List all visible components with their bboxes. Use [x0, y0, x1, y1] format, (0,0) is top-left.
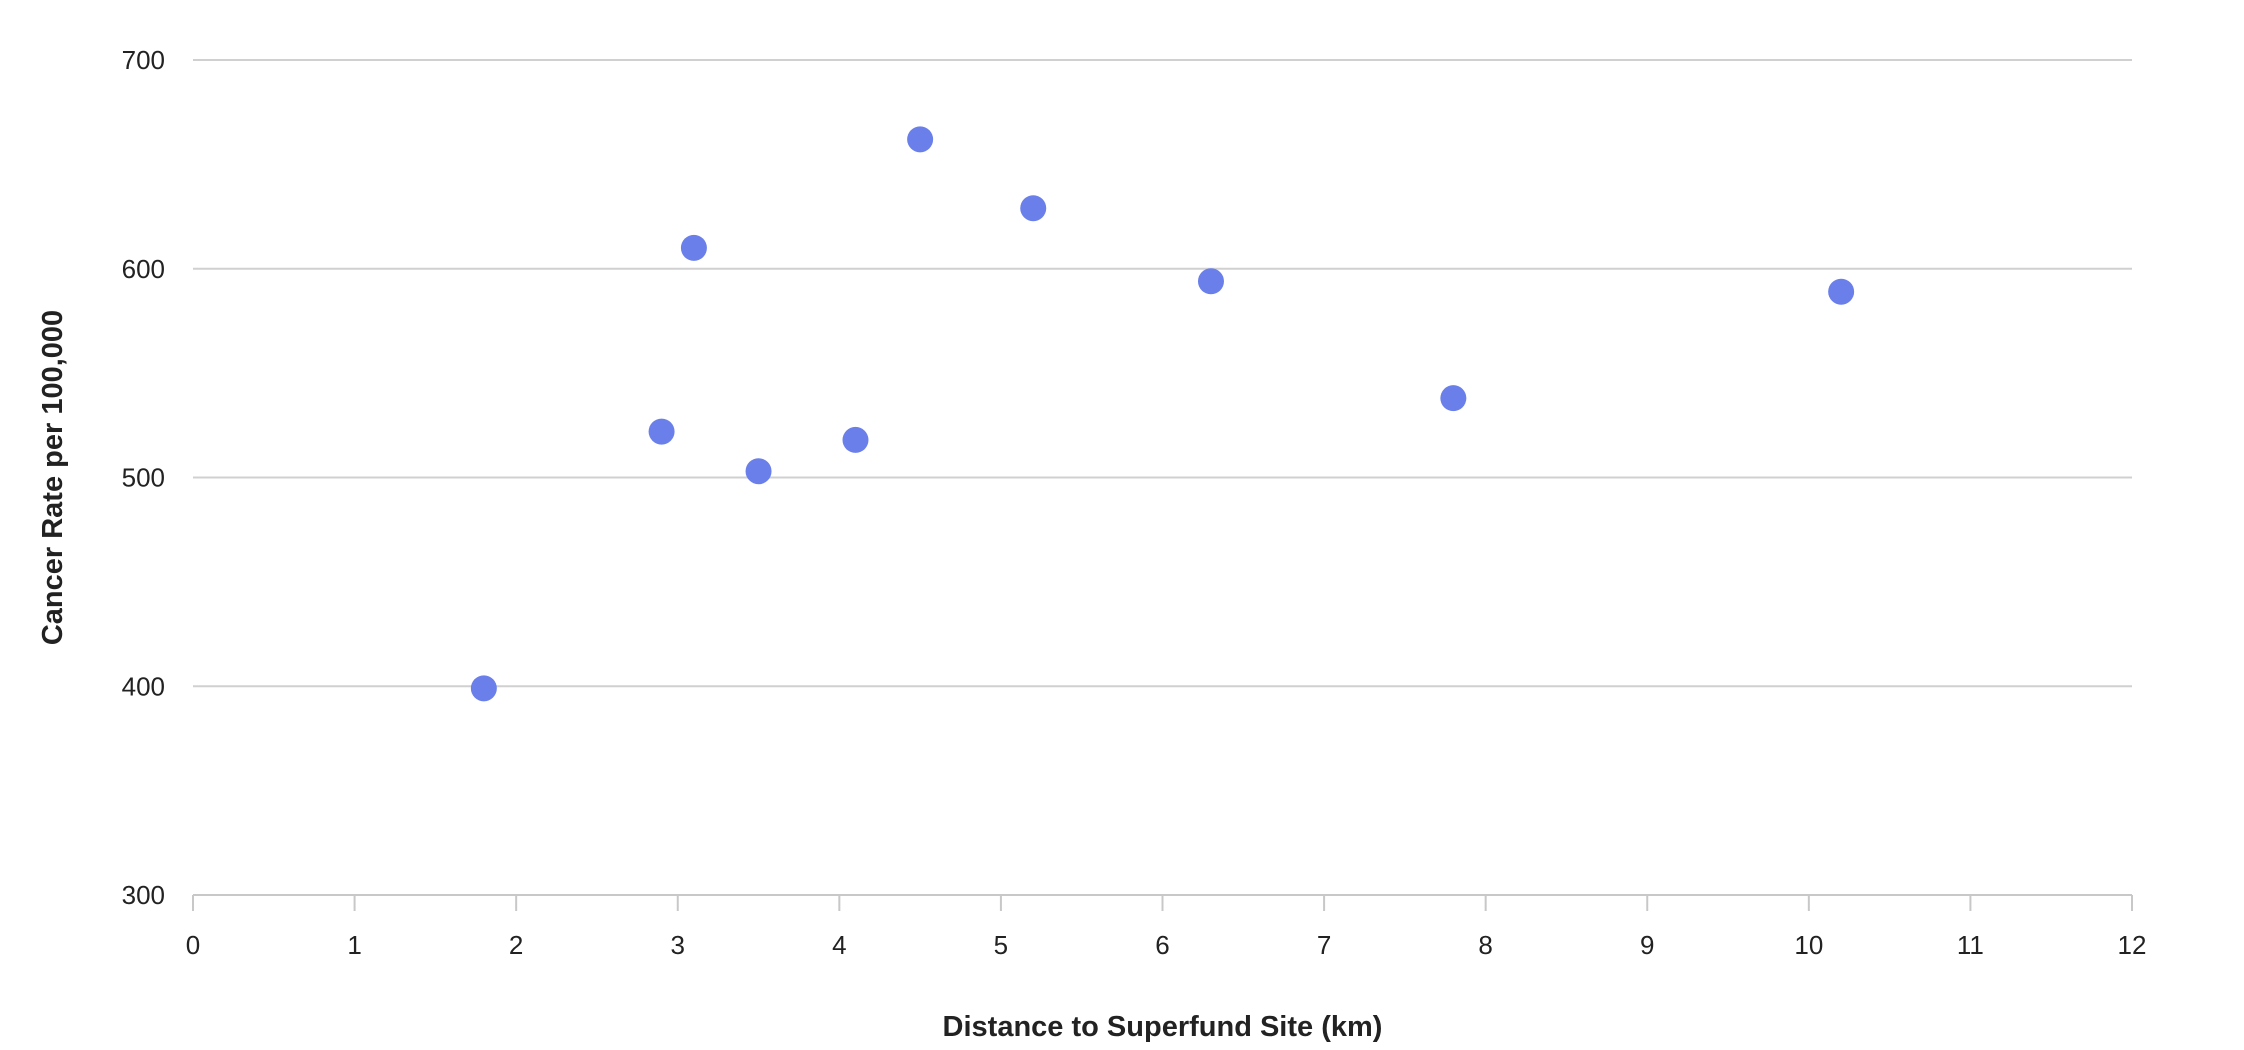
data-point[interactable] — [648, 418, 675, 445]
x-tick-label: 6 — [1155, 930, 1169, 960]
x-tick-label: 1 — [347, 930, 361, 960]
grid-lines — [193, 59, 2132, 688]
y-tick-label: 700 — [122, 45, 165, 75]
x-tick-label: 7 — [1317, 930, 1331, 960]
x-tick-label: 3 — [671, 930, 685, 960]
y-tick-label: 600 — [122, 254, 165, 284]
x-tick-label: 10 — [1794, 930, 1823, 960]
x-tick-label: 2 — [509, 930, 523, 960]
x-tick-label: 5 — [994, 930, 1008, 960]
x-tick-label: 0 — [186, 930, 200, 960]
y-tick-label: 500 — [122, 463, 165, 493]
data-point[interactable] — [1197, 268, 1224, 295]
data-point[interactable] — [1020, 195, 1047, 222]
y-axis-title: Cancer Rate per 100,000 — [37, 310, 69, 645]
data-point[interactable] — [1828, 278, 1855, 305]
data-point[interactable] — [745, 458, 772, 485]
data-point[interactable] — [907, 126, 934, 153]
y-tick-label: 300 — [122, 880, 165, 910]
data-point[interactable] — [842, 426, 869, 453]
y-tick-label: 400 — [122, 671, 165, 701]
data-point[interactable] — [680, 234, 707, 261]
x-tick-label: 11 — [1957, 930, 1984, 960]
data-points — [470, 126, 1855, 702]
data-point[interactable] — [470, 675, 497, 702]
x-tick-label: 12 — [2118, 930, 2147, 960]
x-axis-title: Distance to Superfund Site (km) — [943, 1011, 1383, 1043]
y-axis: 300 400 500 600 700 — [122, 45, 165, 910]
x-tick-label: 4 — [832, 930, 846, 960]
x-axis: 0 1 2 3 4 5 6 7 8 9 10 11 12 — [186, 894, 2147, 960]
x-tick-label: 8 — [1478, 930, 1492, 960]
data-point[interactable] — [1440, 385, 1467, 412]
x-tick-label: 9 — [1640, 930, 1654, 960]
